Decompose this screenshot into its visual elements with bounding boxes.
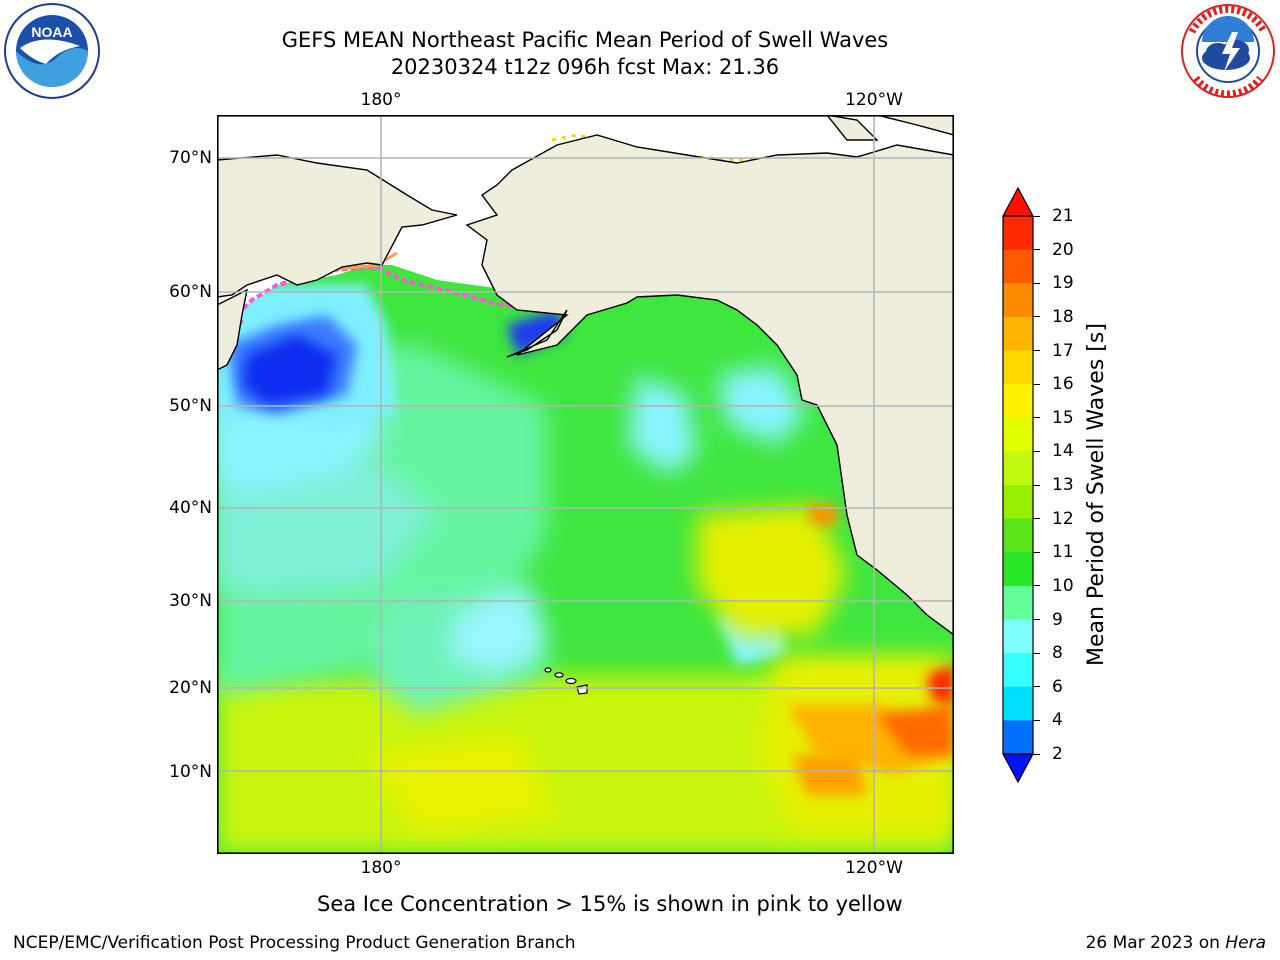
- colorbar-tick-mark: [1033, 686, 1040, 688]
- lat-label-70n: 70°N: [169, 148, 212, 168]
- colorbar-tick-label: 20: [1052, 239, 1074, 260]
- colorbar-tick-label: 21: [1052, 206, 1074, 226]
- colorbar-tick-mark: [1033, 518, 1040, 520]
- footer-date: 26 Mar 2023 on: [1085, 933, 1226, 953]
- lat-label-30n: 30°N: [169, 591, 212, 611]
- colorbar-tick-mark: [1033, 350, 1040, 351]
- colorbar-tick-mark: [1033, 383, 1040, 385]
- colorbar: [1001, 186, 1035, 784]
- colorbar-tick-mark: [1033, 215, 1040, 217]
- colorbar-segment: [1003, 417, 1033, 452]
- colorbar-tick-label: 4: [1052, 710, 1063, 731]
- colorbar-tick-label: 17: [1052, 340, 1074, 361]
- colorbar-tick-mark: [1033, 753, 1040, 755]
- colorbar-segment: [1003, 518, 1033, 553]
- lat-label-60n: 60°N: [169, 282, 212, 302]
- colorbar-segment: [1003, 316, 1033, 351]
- colorbar-tick-label: 11: [1052, 542, 1074, 563]
- bottom-lon-label-120w: 120°W: [845, 858, 903, 878]
- bottom-lon-label-180: 180°: [360, 858, 402, 878]
- colorbar-tick-label: 8: [1052, 643, 1063, 664]
- lat-label-50n: 50°N: [169, 396, 212, 416]
- colorbar-tick-label: 2: [1052, 744, 1063, 764]
- svg-text:NOAA: NOAA: [31, 24, 72, 40]
- top-lon-label-180: 180°: [360, 90, 402, 110]
- footer-date-machine: 26 Mar 2023 on Hera: [1086, 932, 1266, 954]
- title-line-1: GEFS MEAN Northeast Pacific Mean Period …: [281, 28, 889, 52]
- top-lon-label-120w: 120°W: [845, 90, 903, 110]
- lat-label-40n: 40°N: [169, 498, 212, 518]
- noaa-logo: NOAA: [4, 3, 100, 99]
- colorbar-segment: [1003, 619, 1033, 654]
- colorbar-segment: [1003, 216, 1033, 251]
- colorbar-tick-mark: [1033, 316, 1040, 318]
- colorbar-segment: [1003, 485, 1033, 520]
- colorbar-tick-mark: [1033, 585, 1040, 587]
- colorbar-tick-label: 16: [1052, 374, 1074, 395]
- colorbar-segment: [1003, 350, 1033, 385]
- colorbar-tick-label: 12: [1052, 508, 1074, 529]
- colorbar-tick-label: 15: [1052, 407, 1074, 428]
- colorbar-segment: [1003, 653, 1033, 688]
- title-line-2: 20230324 t12z 096h fcst Max: 21.36: [390, 55, 780, 79]
- colorbar-segment: [1003, 384, 1033, 419]
- sea-ice-note: Sea Ice Concentration > 15% is shown in …: [317, 892, 903, 916]
- hawaii-islands: [544, 667, 588, 695]
- colorbar-tick-mark: [1033, 551, 1040, 553]
- colorbar-tick-mark: [1033, 282, 1040, 284]
- swell-period-map: [217, 115, 954, 854]
- colorbar-segment: [1003, 720, 1033, 755]
- colorbar-tick-label: 10: [1052, 575, 1074, 596]
- lat-label-20n: 20°N: [169, 678, 212, 698]
- colorbar-segment: [1003, 552, 1033, 587]
- colorbar-segment: [1003, 283, 1033, 318]
- colorbar-tick-mark: [1033, 484, 1040, 486]
- colorbar-tick-mark: [1033, 450, 1040, 452]
- colorbar-tick-label: 19: [1052, 273, 1074, 294]
- colorbar-segment: [1003, 451, 1033, 486]
- colorbar-tick-mark: [1033, 652, 1040, 654]
- colorbar-segment: [1003, 585, 1033, 620]
- colorbar-tick-mark: [1033, 619, 1040, 620]
- national-weather-service-logo: [1181, 4, 1275, 98]
- colorbar-tick-label: 6: [1052, 676, 1063, 697]
- footer-machine: Hera: [1225, 933, 1266, 953]
- footer-branch: NCEP/EMC/Verification Post Processing Pr…: [13, 933, 576, 953]
- colorbar-tick-label: 9: [1052, 609, 1063, 630]
- colorbar-label: Mean Period of Swell Waves [s]: [1084, 323, 1109, 666]
- lat-label-10n: 10°N: [169, 762, 212, 782]
- colorbar-tick-label: 14: [1052, 441, 1074, 462]
- colorbar-tick-mark: [1033, 417, 1040, 419]
- colorbar-segment: [1003, 686, 1033, 721]
- colorbar-tick-label: 13: [1052, 475, 1074, 495]
- colorbar-segment: [1003, 249, 1033, 284]
- gridlines: [217, 115, 954, 854]
- colorbar-tick-mark: [1033, 249, 1040, 251]
- colorbar-tick-label: 18: [1052, 306, 1074, 327]
- colorbar-tick-mark: [1033, 719, 1040, 721]
